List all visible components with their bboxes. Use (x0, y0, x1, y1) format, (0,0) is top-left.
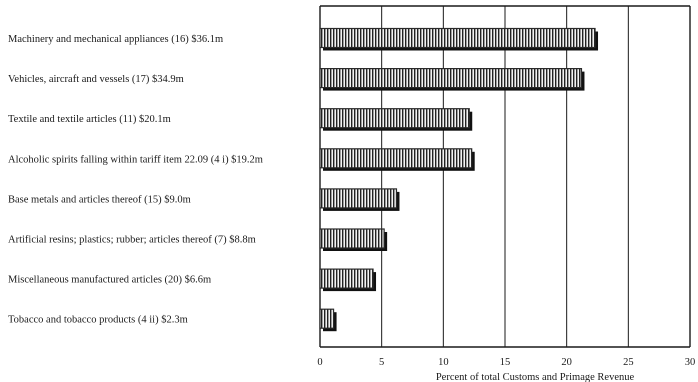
bar (319, 67, 585, 91)
bar-rect (319, 27, 596, 49)
category-label: Vehicles, aircraft and vessels (17) $34.… (8, 74, 184, 85)
bar (319, 268, 377, 292)
bar-rect (319, 308, 335, 329)
x-tick-label: 0 (317, 357, 322, 368)
bar (319, 108, 473, 131)
bar (319, 308, 337, 332)
bar-rect (319, 108, 470, 129)
x-tick-label: 15 (500, 357, 511, 368)
x-tick-label: 25 (623, 357, 634, 368)
category-label: Alcoholic spirits falling within tariff … (8, 154, 263, 165)
bars (319, 27, 599, 332)
bar-rect (319, 228, 385, 249)
bar-rect (319, 67, 583, 89)
x-tick-label: 5 (379, 357, 384, 368)
bar-rect (319, 188, 398, 209)
category-labels: Machinery and mechanical appliances (16)… (8, 34, 263, 326)
x-tick-label: 10 (438, 357, 449, 368)
category-label: Textile and textile articles (11) $20.1m (8, 114, 171, 125)
bar (319, 188, 400, 211)
category-label: Artificial resins; plastics; rubber; art… (8, 235, 256, 246)
bar-rect (319, 268, 374, 289)
category-label: Tobacco and tobacco products (4 ii) $2.3… (8, 315, 188, 326)
category-label: Base metals and articles thereof (15) $9… (8, 194, 191, 205)
category-label: Machinery and mechanical appliances (16)… (8, 34, 223, 45)
x-tick-label: 20 (561, 357, 572, 368)
bar (319, 148, 475, 171)
x-axis-title: Percent of total Customs and Primage Rev… (436, 372, 635, 382)
x-tick-labels: 0 5 10 15 20 25 30 (317, 357, 695, 368)
category-label: Miscellaneous manufactured articles (20)… (8, 275, 211, 286)
gridlines (319, 5, 691, 348)
bar (319, 228, 388, 251)
x-tick-label: 30 (685, 357, 696, 368)
bar (319, 27, 599, 51)
bar-rect (319, 148, 473, 169)
